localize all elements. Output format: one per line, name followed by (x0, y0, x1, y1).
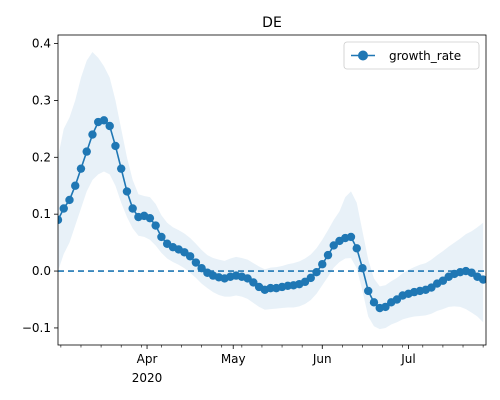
x-tick-label: Apr (137, 352, 158, 366)
data-point (88, 130, 97, 139)
y-tick-label: 0.1 (32, 207, 51, 221)
data-point (197, 264, 206, 273)
y-tick-label: 0.2 (32, 150, 51, 164)
data-point (99, 116, 109, 125)
y-tick-label: 0.4 (32, 37, 51, 51)
data-point (82, 147, 91, 156)
data-point (145, 213, 155, 223)
y-tick-label: 0.3 (32, 93, 51, 107)
x-tick-label: Jul (400, 352, 415, 366)
data-point (312, 267, 321, 277)
data-point (358, 264, 367, 273)
legend: growth_rate (343, 41, 480, 70)
data-point (478, 275, 486, 284)
data-point (185, 252, 195, 261)
y-tick-label: 0.0 (32, 264, 51, 278)
confidence-band (58, 52, 484, 330)
data-point (128, 204, 137, 213)
data-point (381, 302, 390, 312)
data-point (76, 164, 86, 173)
data-point (364, 286, 373, 296)
data-point (105, 121, 114, 131)
data-point (151, 221, 160, 230)
data-point (59, 204, 68, 213)
legend-box (343, 41, 480, 70)
y-tick-label: −0.1 (22, 321, 51, 335)
growth-rate-points (58, 116, 486, 313)
x-tick-label: May (221, 352, 246, 366)
data-point (157, 232, 166, 242)
data-point (266, 283, 275, 293)
data-point (122, 187, 132, 196)
legend-label-growth-rate: growth_rate (389, 49, 461, 63)
data-point (111, 141, 120, 151)
data-point (369, 298, 379, 307)
x-axis: Apr 2020 May Jun Jul (60, 345, 484, 385)
x-tick-label: Jun (312, 352, 332, 366)
data-point (306, 273, 315, 283)
data-point (346, 232, 356, 242)
data-point (71, 181, 80, 190)
data-point (318, 260, 327, 269)
plot-area (58, 52, 486, 330)
data-point (58, 215, 63, 225)
x-tick-sublabel: 2020 (132, 371, 163, 385)
data-point (249, 278, 258, 287)
data-point (323, 250, 333, 260)
chart-title: DE (262, 15, 282, 31)
data-point (116, 164, 126, 173)
y-axis: −0.1 0.0 0.1 0.2 0.3 0.4 (22, 37, 58, 335)
data-point (65, 195, 74, 205)
data-point (352, 244, 361, 253)
data-point (191, 258, 201, 267)
data-point (329, 241, 338, 250)
legend-swatch-marker (358, 50, 368, 61)
plot-frame (57, 34, 487, 346)
